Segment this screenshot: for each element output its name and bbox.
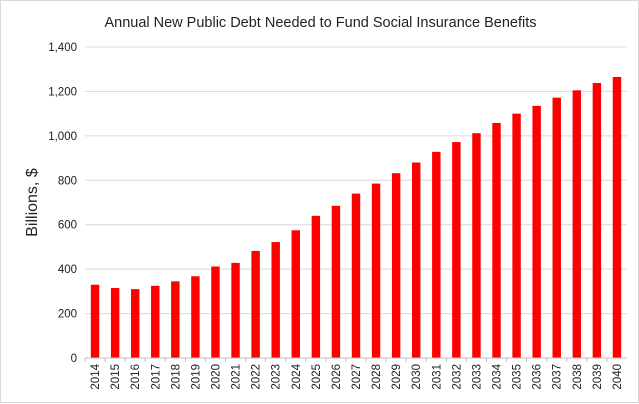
bar-2039: [592, 82, 602, 359]
x-tick-label: 2017: [150, 364, 162, 390]
x-tick-label: 2030: [411, 364, 423, 390]
chart-title: Annual New Public Debt Needed to Fund So…: [104, 15, 537, 31]
bar-2019: [191, 276, 200, 358]
bars: [90, 76, 622, 359]
x-tick-label: 2022: [251, 364, 263, 390]
bar-2027: [351, 193, 361, 358]
bar-2035: [512, 113, 521, 358]
x-tick-label: 2029: [391, 364, 403, 390]
x-tick-label: 2015: [110, 364, 122, 390]
axes: 0 200 400 600 800 1,000 1,200 1,400 2014 2015 2016…: [48, 42, 627, 390]
x-tick-label: 2025: [311, 364, 323, 390]
x-tick-label: 2040: [612, 364, 624, 390]
bar-2015: [110, 288, 120, 358]
bar-2033: [472, 133, 481, 358]
x-tick-label: 2026: [331, 364, 343, 390]
x-tick-label: 2036: [532, 364, 544, 390]
y-tick-label: 1,400: [48, 42, 77, 54]
bar-2014: [90, 284, 100, 358]
bar-2016: [130, 289, 140, 358]
y-tick-label: 1,000: [48, 131, 77, 143]
y-tick-label: 400: [58, 264, 77, 276]
bar-2030: [412, 162, 421, 358]
x-tick-label: 2033: [471, 364, 483, 390]
bar-2029: [391, 173, 401, 358]
bar-2017: [151, 285, 160, 358]
y-tick-label: 200: [58, 309, 77, 321]
bar-2037: [552, 97, 561, 359]
bar-2034: [492, 122, 501, 358]
bar-2028: [371, 183, 381, 358]
x-tick-label: 2019: [190, 364, 202, 390]
y-axis-title: Billions, $: [24, 168, 41, 237]
bar-2024: [291, 230, 300, 358]
bar-2025: [311, 215, 321, 358]
bar-2031: [432, 151, 441, 358]
x-tick-label: 2039: [592, 364, 604, 390]
bar-2026: [331, 205, 341, 358]
bar-2038: [572, 90, 582, 358]
x-tick-label: 2021: [231, 364, 243, 390]
bar-2018: [171, 281, 180, 358]
y-tick-label: 800: [58, 175, 77, 187]
x-tick-label: 2031: [431, 364, 443, 390]
bar-2022: [251, 250, 260, 358]
x-tick-label: 2020: [210, 364, 222, 390]
y-tick-label: 1,200: [48, 86, 77, 98]
bar-2032: [452, 142, 461, 358]
x-tick-label: 2032: [451, 364, 463, 390]
y-tick-label: 600: [58, 220, 77, 232]
x-tick-label: 2027: [351, 364, 363, 390]
bar-2021: [231, 262, 240, 358]
x-tick-label: 2035: [512, 364, 524, 390]
y-tick-label: 0: [71, 353, 77, 365]
x-tick-label: 2024: [291, 363, 303, 389]
bar-2036: [532, 105, 541, 359]
x-tick-label: 2038: [572, 364, 584, 390]
bar-2040: [612, 76, 622, 359]
x-tick-label: 2023: [271, 364, 283, 390]
bar-2023: [271, 242, 280, 358]
x-tick-label: 2028: [371, 364, 383, 390]
x-tick-label: 2037: [552, 364, 564, 390]
x-tick-label: 2018: [170, 364, 182, 390]
x-tick-label: 2014: [90, 363, 102, 389]
x-tick-label: 2034: [492, 363, 504, 389]
x-tick-label: 2016: [130, 364, 142, 390]
bar-2020: [211, 266, 220, 358]
